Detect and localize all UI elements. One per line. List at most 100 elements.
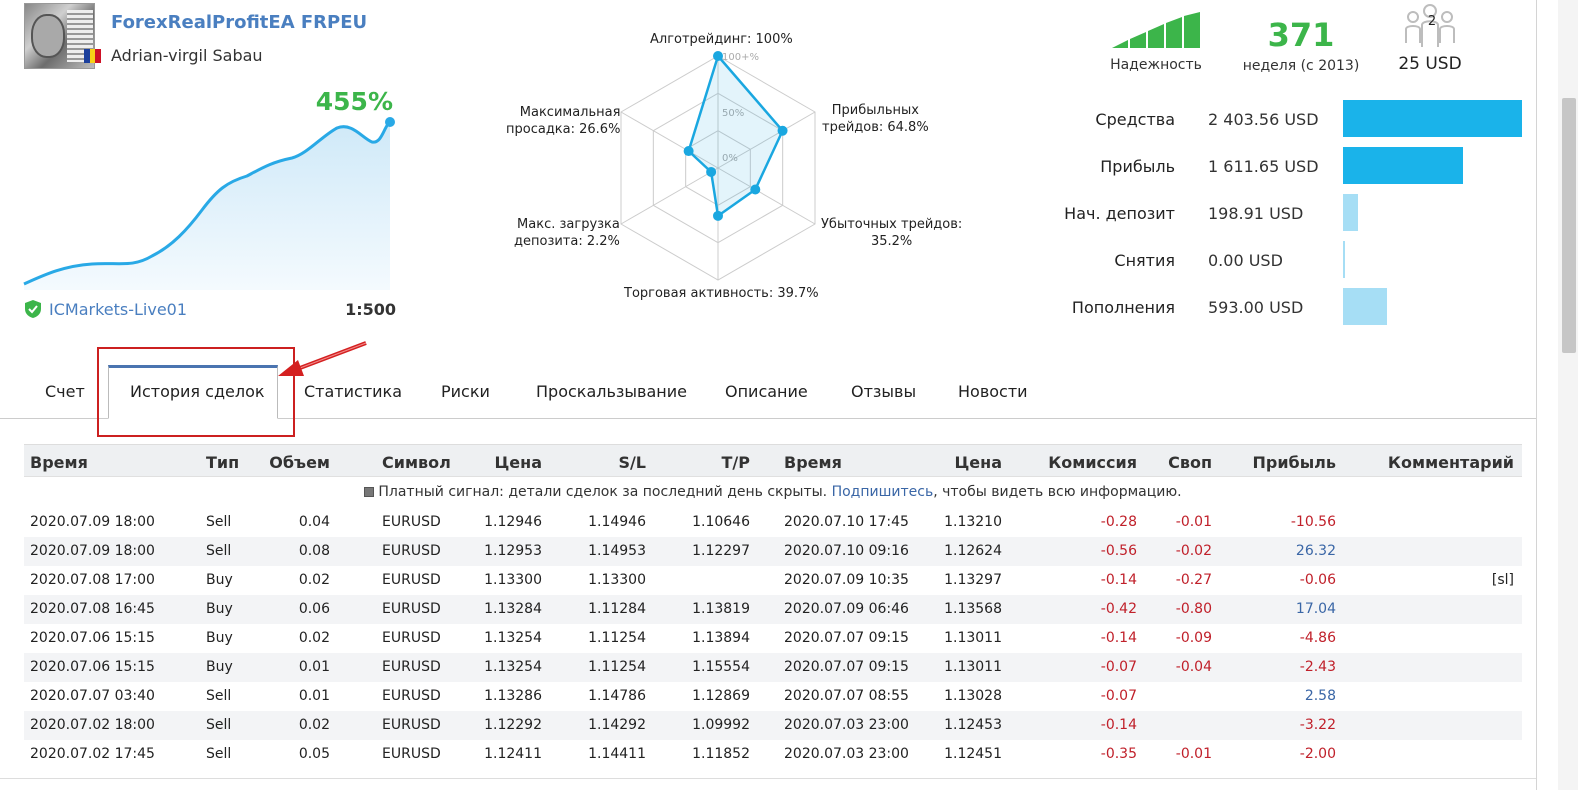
cell-price-open: 1.12411 (484, 746, 542, 762)
column-header-profit[interactable]: Прибыль (1252, 453, 1336, 472)
cell-commission: -0.35 (1100, 746, 1137, 762)
radar-point (683, 146, 694, 157)
cell-time-close: 2020.07.10 17:45 (784, 514, 909, 530)
financial-label: Средства (1095, 110, 1175, 129)
scrollbar[interactable] (1558, 0, 1578, 790)
cell-symbol: EURUSD (382, 746, 441, 762)
cell-stop-loss: 1.14411 (588, 746, 646, 762)
column-header-price-close[interactable]: Цена (954, 453, 1002, 472)
table-row: 2020.07.02 17:45 Sell 0.05 EURUSD 1.12411 1.1… (24, 740, 1522, 769)
column-header-take-profit[interactable]: T/P (721, 453, 750, 472)
cell-swap: -0.01 (1175, 746, 1212, 762)
financial-value: 593.00 USD (1208, 298, 1304, 317)
cell-volume: 0.05 (298, 746, 330, 762)
cell-commission: -0.07 (1100, 659, 1137, 675)
column-header-price-open[interactable]: Цена (494, 453, 542, 472)
tab-description[interactable]: Описание (725, 382, 808, 401)
cell-stop-loss: 1.11284 (588, 601, 646, 617)
table-row: 2020.07.02 18:00 Sell 0.02 EURUSD 1.12292 1.1… (24, 711, 1522, 740)
reliability-label: Надежность (1110, 57, 1202, 73)
column-header-comment[interactable]: Комментарий (1387, 453, 1514, 472)
cell-volume: 0.01 (298, 688, 330, 704)
column-header-time-close[interactable]: Время (784, 453, 842, 472)
financial-label: Снятия (1114, 251, 1175, 270)
shield-check-icon (25, 300, 41, 318)
cell-take-profit: 1.15554 (692, 659, 750, 675)
cell-take-profit: 1.10646 (692, 514, 750, 530)
cell-symbol: EURUSD (382, 717, 441, 733)
cell-swap: -0.09 (1175, 630, 1212, 646)
subscription-price[interactable]: 25 USD (1398, 54, 1462, 74)
avatar[interactable] (24, 3, 95, 69)
growth-end-point (385, 117, 395, 127)
cell-symbol: EURUSD (382, 514, 441, 530)
radar-label-load: Макс. загрузка депозита: 2.2% (514, 217, 620, 249)
radar-axis (717, 167, 816, 225)
table-row: 2020.07.09 18:00 Sell 0.04 EURUSD 1.12946 1.1… (24, 508, 1522, 537)
cell-time-open: 2020.07.02 17:45 (30, 746, 155, 762)
tab-news[interactable]: Новости (958, 382, 1028, 401)
column-header-commission[interactable]: Комиссия (1048, 453, 1137, 472)
cell-time-close: 2020.07.07 08:55 (784, 688, 909, 704)
cell-volume: 0.08 (298, 543, 330, 559)
tab-reviews[interactable]: Отзывы (851, 382, 917, 401)
signal-title[interactable]: ForexRealProfitEA FRPEU (111, 12, 368, 33)
column-header-type[interactable]: Тип (206, 453, 240, 472)
scrollbar-thumb[interactable] (1562, 98, 1576, 353)
tab-account[interactable]: Счет (45, 382, 85, 401)
cell-time-open: 2020.07.08 17:00 (30, 572, 155, 588)
cell-price-close: 1.13568 (944, 601, 1002, 617)
column-header-time-open[interactable]: Время (30, 453, 88, 472)
cell-volume: 0.02 (298, 572, 330, 588)
column-header-stop-loss[interactable]: S/L (618, 453, 646, 472)
cell-volume: 0.02 (298, 717, 330, 733)
cell-profit: -4.86 (1299, 630, 1336, 646)
cell-symbol: EURUSD (382, 601, 441, 617)
cell-profit: -3.22 (1299, 717, 1336, 733)
cell-type: Buy (206, 630, 233, 646)
cell-profit: -0.06 (1299, 572, 1336, 588)
cell-price-open: 1.12946 (484, 514, 542, 530)
tab-risks[interactable]: Риски (441, 382, 490, 401)
subscribe-link[interactable]: Подпишитесь (831, 484, 934, 500)
table-header: Время Тип Объем Символ Цена S/L T/P Время Цена Ко… (24, 445, 1522, 477)
radar-series (687, 53, 785, 219)
tab-slippage[interactable]: Проскальзывание (536, 382, 687, 401)
cell-price-close: 1.13011 (944, 659, 1002, 675)
cell-swap: -0.27 (1175, 572, 1212, 588)
broker-link[interactable]: ICMarkets-Live01 (49, 300, 188, 319)
column-header-symbol[interactable]: Символ (382, 453, 451, 472)
author-name[interactable]: Adrian-virgil Sabau (111, 46, 263, 65)
cell-price-open: 1.13254 (484, 659, 542, 675)
cell-stop-loss: 1.14953 (588, 543, 646, 559)
cell-take-profit: 1.09992 (692, 717, 750, 733)
cell-time-close: 2020.07.07 09:15 (784, 659, 909, 675)
cell-price-close: 1.13297 (944, 572, 1002, 588)
cell-price-open: 1.12953 (484, 543, 542, 559)
radar-label-loss: Убыточных трейдов: 35.2% (821, 217, 963, 249)
cell-commission: -0.14 (1100, 630, 1137, 646)
cell-swap: -0.80 (1175, 601, 1212, 617)
cell-stop-loss: 1.13300 (588, 572, 646, 588)
column-header-swap[interactable]: Своп (1168, 453, 1212, 472)
column-header-volume[interactable]: Объем (269, 453, 330, 472)
radar-label-profit: Прибыльных трейдов: 64.8% (822, 103, 929, 135)
cell-take-profit: 1.12869 (692, 688, 750, 704)
cell-swap: -0.01 (1175, 514, 1212, 530)
tab-trade-history[interactable]: История сделок (130, 382, 265, 401)
weeks-label: неделя (с 2013) (1242, 58, 1360, 74)
cell-time-close: 2020.07.09 10:35 (784, 572, 909, 588)
cell-take-profit: 1.13819 (692, 601, 750, 617)
cell-time-open: 2020.07.07 03:40 (30, 688, 155, 704)
growth-chart (23, 117, 395, 290)
financial-row: Нач. депозит 198.91 USD (1040, 194, 1540, 234)
cell-take-profit: 1.11852 (692, 746, 750, 762)
financial-row: Прибыль 1 611.65 USD (1040, 147, 1540, 187)
cell-time-close: 2020.07.09 06:46 (784, 601, 909, 617)
tab-statistics[interactable]: Статистика (304, 382, 402, 401)
radar-point (706, 166, 717, 177)
gain-value: 455% (315, 87, 393, 116)
financial-value: 2 403.56 USD (1208, 110, 1319, 129)
cell-profit: 2.58 (1304, 688, 1336, 704)
cell-time-open: 2020.07.09 18:00 (30, 543, 155, 559)
